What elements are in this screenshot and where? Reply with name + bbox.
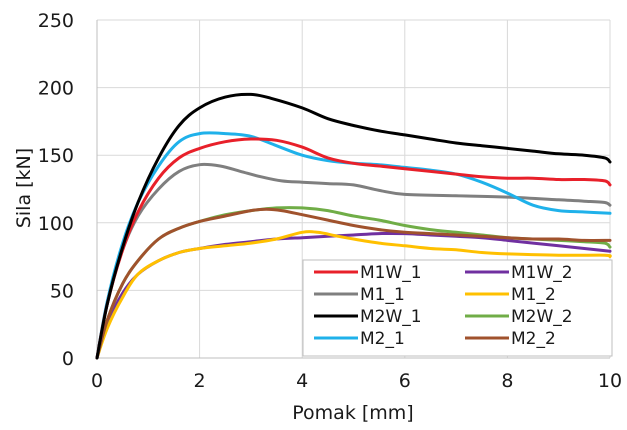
legend-label: M2W_1 xyxy=(360,307,422,327)
x-tick-label: 10 xyxy=(598,370,622,392)
y-tick-label: 50 xyxy=(50,280,74,302)
x-tick-label: 2 xyxy=(194,370,206,392)
y-tick-label: 100 xyxy=(38,213,74,235)
x-tick-label: 0 xyxy=(91,370,103,392)
x-tick-label: 8 xyxy=(501,370,513,392)
legend-label: M1W_2 xyxy=(511,263,573,283)
x-tick-label: 6 xyxy=(399,370,411,392)
series-line-m2-1 xyxy=(95,131,612,360)
y-tick-label: 0 xyxy=(62,348,74,370)
y-tick-label: 200 xyxy=(38,78,74,100)
legend-label: M1W_1 xyxy=(360,263,422,283)
legend-label: M2_2 xyxy=(511,329,556,349)
x-axis-label: Pomak [mm] xyxy=(292,402,413,424)
axes xyxy=(96,20,610,359)
series-line-m1-1 xyxy=(95,162,612,360)
legend-label: M2_1 xyxy=(360,329,405,349)
y-tick-label: 150 xyxy=(38,145,74,167)
series-line-m1w-1 xyxy=(95,137,612,360)
series-line-m1-2 xyxy=(95,230,612,360)
legend-label: M1_2 xyxy=(511,285,556,305)
legend-label: M2W_2 xyxy=(511,307,573,327)
y-tick-label: 250 xyxy=(38,10,74,32)
legend-box xyxy=(302,259,613,357)
series-line-m2w-1 xyxy=(95,92,612,360)
series-line-m2-2 xyxy=(95,207,612,360)
series-lines xyxy=(95,92,612,360)
x-tick-label: 4 xyxy=(296,370,308,392)
legend: M1W_1 M1W_2 M1_1 M1_2 M2W_1 M2W_2 M2_1 M2_2 xyxy=(302,259,613,357)
legend-label: M1_1 xyxy=(360,285,405,305)
y-axis-label: Sila [kN] xyxy=(13,148,35,228)
